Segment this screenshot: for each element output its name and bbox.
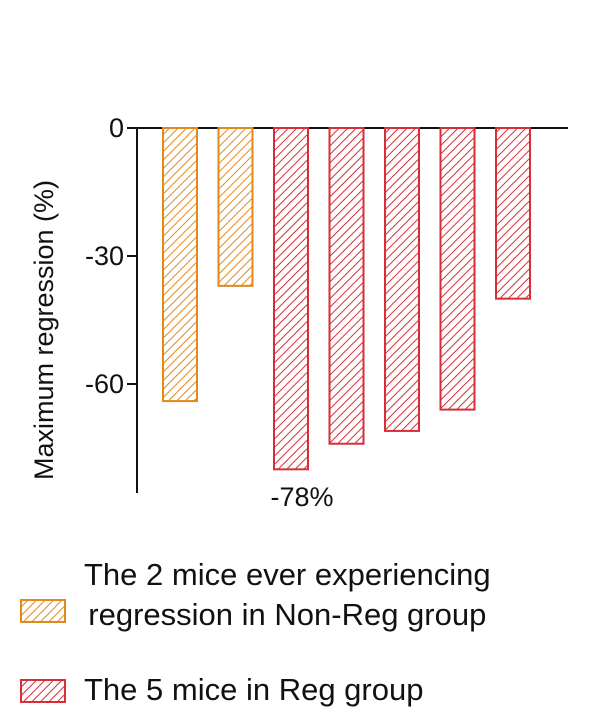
legend-item-non-reg: The 2 mice ever experiencing regression …	[20, 555, 491, 635]
legend-swatch-orange	[20, 599, 66, 623]
bar-chart: 0 -30 -60 Maximum regression (%) -78%	[29, 113, 568, 512]
legend-label-non-reg: The 2 mice ever experiencing regression …	[84, 555, 491, 635]
legend-swatch-red	[20, 679, 66, 703]
bars	[162, 127, 531, 471]
bar	[495, 127, 531, 300]
bar	[217, 127, 254, 287]
bar	[439, 127, 476, 411]
y-tick-label: 0	[109, 113, 124, 143]
legend-label-reg: The 5 mice in Reg group	[84, 672, 424, 707]
annotation-min-value: -78%	[270, 482, 333, 512]
bar	[384, 127, 420, 432]
legend-label-non-reg-line2: regression in Non-Reg group	[88, 597, 487, 632]
y-tick-label: -60	[85, 369, 124, 399]
bar	[273, 127, 309, 471]
bar	[328, 127, 365, 445]
legend-label-non-reg-line1: The 2 mice ever experiencing	[84, 557, 491, 592]
y-axis-label: Maximum regression (%)	[29, 180, 59, 480]
bar	[162, 127, 198, 403]
y-tick-label: -30	[85, 241, 124, 271]
legend-item-reg: The 5 mice in Reg group	[20, 670, 423, 710]
